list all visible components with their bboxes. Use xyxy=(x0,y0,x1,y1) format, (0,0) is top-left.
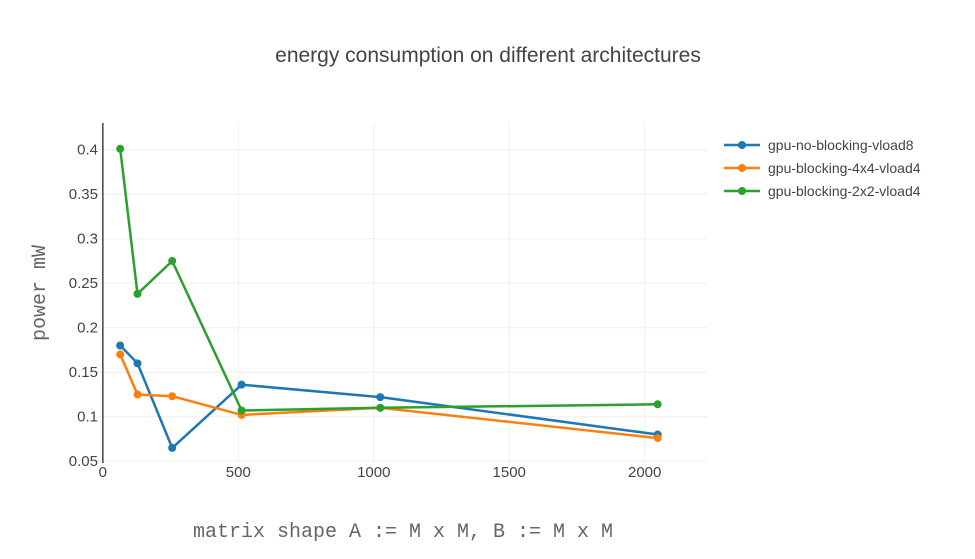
chart-title: energy consumption on different architec… xyxy=(275,44,701,67)
data-point[interactable] xyxy=(168,443,177,452)
legend-label: gpu-blocking-2x2-vload4 xyxy=(768,183,921,199)
axes: 0.05 0.1 0.15 0.2 0.25 0.3 0.35 0.4 0 500 1000 1500… xyxy=(69,123,661,481)
series-line-3 xyxy=(118,148,658,412)
x-tick-label: 1500 xyxy=(493,464,526,481)
gridlines xyxy=(92,123,707,463)
data-point[interactable] xyxy=(116,341,125,350)
data-point[interactable] xyxy=(653,434,662,443)
data-point[interactable] xyxy=(133,359,142,368)
x-tick-label: 0 xyxy=(99,464,107,481)
legend-item[interactable]: gpu-blocking-4x4-vload4 xyxy=(724,160,921,176)
data-point[interactable] xyxy=(116,144,125,153)
legend-label: gpu-no-blocking-vload8 xyxy=(768,137,914,153)
y-axis-label: power mW xyxy=(29,245,52,341)
data-point[interactable] xyxy=(237,406,246,415)
data-point[interactable] xyxy=(237,380,246,389)
x-tick-label: 1000 xyxy=(357,464,390,481)
legend-label: gpu-blocking-4x4-vload4 xyxy=(768,160,921,176)
legend-marker xyxy=(738,187,746,195)
data-point[interactable] xyxy=(376,393,385,402)
y-tick-label: 0.3 xyxy=(77,231,98,248)
series-line-2 xyxy=(119,353,658,440)
y-tick-label: 0.25 xyxy=(69,275,98,292)
x-axis-label: matrix shape A := M x M, B := M x M xyxy=(193,521,613,544)
plot-series xyxy=(116,144,662,452)
y-tick-label: 0.4 xyxy=(77,142,98,159)
x-tick-label: 500 xyxy=(226,464,251,481)
data-point[interactable] xyxy=(168,256,177,265)
data-point[interactable] xyxy=(133,289,142,298)
data-point[interactable] xyxy=(168,392,177,401)
y-tick-label: 0.2 xyxy=(77,320,98,337)
data-point[interactable] xyxy=(133,390,142,399)
x-tick-label: 2000 xyxy=(628,464,661,481)
y-tick-label: 0.35 xyxy=(69,186,98,203)
legend[interactable]: gpu-no-blocking-vload8 gpu-blocking-4x4-v… xyxy=(724,137,921,199)
y-tick-label: 0.05 xyxy=(69,453,98,470)
data-point[interactable] xyxy=(376,403,385,412)
data-point[interactable] xyxy=(116,350,125,359)
legend-marker xyxy=(738,164,746,172)
data-point[interactable] xyxy=(653,400,662,409)
legend-item[interactable]: gpu-blocking-2x2-vload4 xyxy=(724,183,921,199)
legend-marker xyxy=(738,141,746,149)
legend-item[interactable]: gpu-no-blocking-vload8 xyxy=(724,137,914,153)
y-tick-label: 0.15 xyxy=(69,364,98,381)
y-tick-label: 0.1 xyxy=(77,409,98,426)
series-line-1 xyxy=(119,344,658,450)
